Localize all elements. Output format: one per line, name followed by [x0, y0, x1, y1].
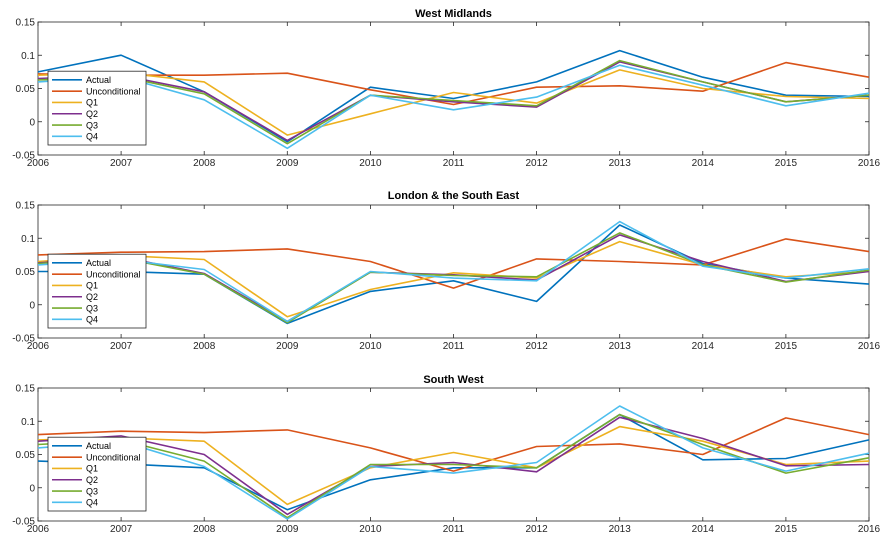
x-tick-label: 2016	[858, 341, 881, 352]
y-tick-label: 0.15	[16, 18, 36, 29]
x-tick-label: 2010	[359, 341, 382, 352]
legend-label: Actual	[86, 75, 111, 85]
x-tick-label: 2007	[110, 524, 133, 535]
y-tick-label: -0.05	[12, 151, 35, 162]
series-line-actual	[37, 49, 870, 143]
chart-panel-3: South West -0.05 0 0.05 0.1 0.15 2006 2007 2008 2…	[12, 374, 880, 535]
x-tick-label: 2009	[276, 341, 299, 352]
legend-label: Unconditional	[86, 86, 141, 96]
legend-label: Q2	[86, 292, 98, 302]
series-line-unconditional	[37, 61, 870, 106]
x-tick-label: 2012	[525, 341, 548, 352]
y-tick-label: -0.05	[12, 517, 35, 528]
series-line-q3	[37, 59, 870, 145]
legend-box	[47, 70, 147, 146]
x-tick-label: 2016	[858, 524, 881, 535]
x-tick-label: 2008	[193, 341, 216, 352]
legend-label: Q2	[86, 475, 98, 485]
legend-label: Q2	[86, 109, 98, 119]
chart-title: West Midlands	[415, 8, 492, 20]
legend-label: Q4	[86, 132, 98, 142]
y-tick-label: 0.1	[21, 51, 35, 62]
x-tick-label: 2010	[359, 524, 382, 535]
legend-label: Q1	[86, 98, 98, 108]
legend-label: Unconditional	[86, 452, 141, 462]
series-line-q1	[37, 240, 870, 318]
legend-label: Actual	[86, 441, 111, 451]
y-tick-label: 0	[29, 483, 35, 494]
x-tick-label: 2016	[858, 158, 881, 169]
chart-title: South West	[423, 374, 484, 386]
x-tick-label: 2007	[110, 158, 133, 169]
x-tick-label: 2011	[443, 158, 465, 169]
x-tick-label: 2008	[193, 158, 216, 169]
series-line-q1	[37, 425, 870, 506]
series-line-q3	[37, 413, 870, 519]
x-tick-label: 2013	[609, 158, 632, 169]
chart-panel-1: West Midlands -0.05 0 0.05 0.1 0.15 2006 2007 20…	[12, 8, 880, 169]
x-tick-label: 2015	[775, 158, 798, 169]
legend-box	[47, 253, 147, 329]
x-tick-label: 2009	[276, 158, 299, 169]
y-tick-label: 0.05	[16, 84, 36, 95]
x-tick-label: 2007	[110, 341, 133, 352]
legend-label: Actual	[86, 258, 111, 268]
chart-title: London & the South East	[388, 190, 520, 202]
series-line-actual	[37, 413, 870, 511]
y-tick-label: 0.15	[16, 201, 36, 212]
y-tick-label: 0	[29, 117, 35, 128]
series-line-unconditional	[37, 238, 870, 289]
legend-label: Q4	[86, 315, 98, 325]
x-tick-label: 2013	[609, 524, 632, 535]
legend-label: Unconditional	[86, 269, 141, 279]
x-tick-label: 2014	[692, 524, 715, 535]
x-tick-label: 2011	[443, 341, 465, 352]
x-tick-label: 2015	[775, 524, 798, 535]
legend-label: Q3	[86, 303, 98, 313]
x-tick-label: 2006	[27, 341, 50, 352]
x-tick-label: 2014	[692, 158, 715, 169]
x-tick-label: 2013	[609, 341, 632, 352]
y-tick-label: 0.05	[16, 450, 36, 461]
x-tick-label: 2014	[692, 341, 715, 352]
y-tick-label: -0.05	[12, 334, 35, 345]
chart-panel-2: London & the South East -0.05 0 0.05 0.1 0.15…	[12, 190, 880, 352]
series-line-q4	[37, 220, 870, 323]
y-tick-label: 0.1	[21, 234, 35, 245]
x-tick-label: 2010	[359, 158, 382, 169]
x-tick-label: 2008	[193, 524, 216, 535]
x-tick-label: 2009	[276, 524, 299, 535]
y-tick-label: 0.15	[16, 384, 36, 395]
series-line-q4	[37, 405, 870, 520]
legend-box	[47, 436, 147, 512]
x-tick-label: 2006	[27, 524, 50, 535]
y-tick-label: 0.1	[21, 417, 35, 428]
y-tick-label: 0	[29, 300, 35, 311]
series-line-q4	[37, 64, 870, 150]
legend-label: Q1	[86, 464, 98, 474]
x-tick-label: 2011	[443, 524, 465, 535]
y-tick-label: 0.05	[16, 267, 36, 278]
series-line-q2	[37, 416, 870, 516]
x-tick-label: 2006	[27, 158, 50, 169]
x-tick-label: 2012	[525, 524, 548, 535]
series-line-q1	[37, 69, 870, 136]
x-tick-label: 2012	[525, 158, 548, 169]
series-line-unconditional	[37, 417, 870, 472]
legend-label: Q1	[86, 281, 98, 291]
x-tick-label: 2015	[775, 341, 798, 352]
legend-label: Q3	[86, 486, 98, 496]
legend-label: Q3	[86, 120, 98, 130]
legend-label: Q4	[86, 498, 98, 508]
